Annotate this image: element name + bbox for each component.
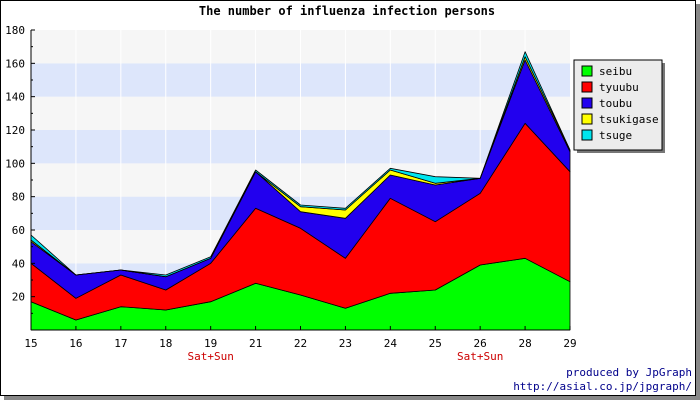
x-tick-label: 18	[159, 337, 172, 350]
credit-producer: produced by JpGraph	[566, 366, 692, 379]
area-series-tsuge	[30, 51, 571, 278]
x-tick-label: 26	[474, 337, 487, 350]
legend-label-tsuge: tsuge	[599, 129, 632, 142]
y-tick-label: 100	[5, 157, 25, 170]
y-tick-label: 140	[5, 91, 25, 104]
y-tick-label: 40	[12, 257, 25, 270]
legend-label-tyuubu: tyuubu	[599, 81, 639, 94]
legend-swatch-tsuge	[581, 129, 593, 141]
legend-label-tsukigase: tsukigase	[599, 113, 659, 126]
y-tick-label: 120	[5, 124, 25, 137]
chart-title: The number of influenza infection person…	[198, 4, 496, 18]
credit-text: produced by JpGraph http://asial.co.jp/j…	[513, 366, 692, 394]
legend-label-toubu: toubu	[599, 97, 632, 110]
x-tick-label: 24	[384, 337, 398, 350]
x-tick-label: 23	[339, 337, 352, 350]
legend-label-seibu: seibu	[599, 65, 632, 78]
x-tick-label: 17	[114, 337, 127, 350]
credit-url[interactable]: http://asial.co.jp/jpgraph/	[513, 380, 692, 393]
y-tick-label: 20	[12, 291, 25, 304]
x-tick-label: 29	[563, 337, 576, 350]
y-tick-label: 60	[12, 224, 25, 237]
x-tick-label: 22	[294, 337, 307, 350]
x-sublabel: Sat+Sun	[457, 350, 503, 363]
x-tick-label: 21	[249, 337, 262, 350]
x-tick-label: 15	[24, 337, 37, 350]
x-tick-label: 19	[204, 337, 217, 350]
legend-swatch-tsukigase	[581, 113, 593, 125]
legend-swatch-toubu	[581, 97, 593, 109]
x-sublabel: Sat+Sun	[187, 350, 233, 363]
y-tick-label: 180	[5, 24, 25, 37]
x-tick-label: 28	[518, 337, 531, 350]
y-tick-label: 160	[5, 57, 25, 70]
legend-swatch-seibu	[581, 65, 593, 77]
legend-swatch-tyuubu	[581, 81, 593, 93]
x-tick-label: 16	[69, 337, 82, 350]
y-tick-label: 80	[12, 191, 25, 204]
x-tick-label: 25	[429, 337, 442, 350]
